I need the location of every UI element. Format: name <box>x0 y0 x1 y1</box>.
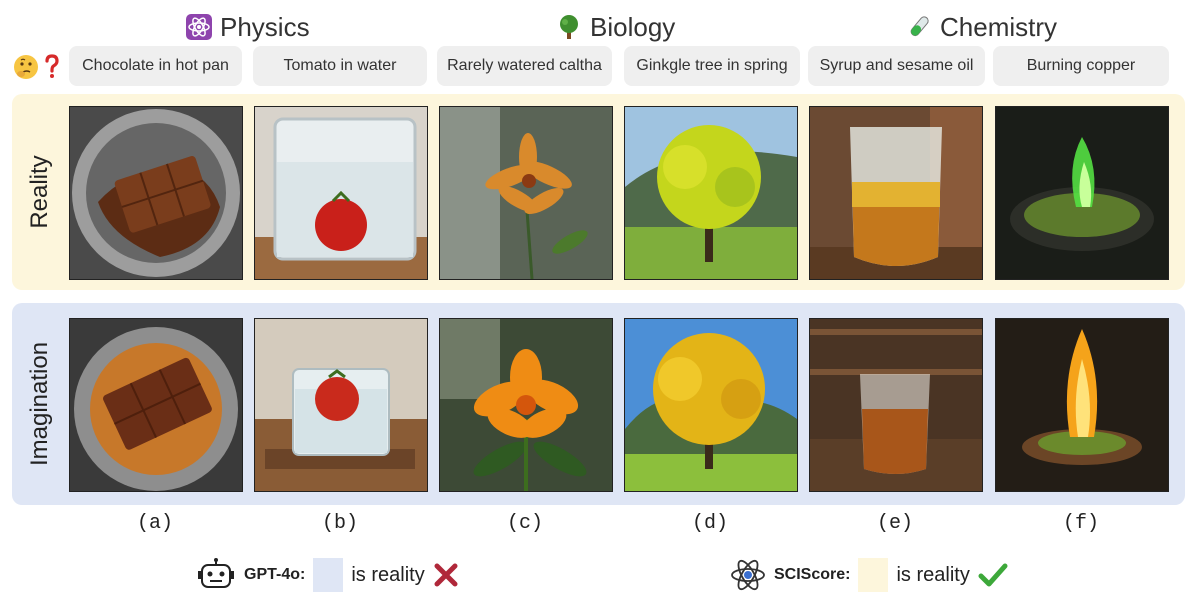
category-physics: Physics <box>186 8 310 46</box>
legend-text: is reality <box>351 563 425 586</box>
reality-image-syrup-oil <box>809 106 983 280</box>
subfig-label-d: (d) <box>691 512 728 535</box>
model-name: SCIScore <box>774 566 846 583</box>
reality-image-copper <box>995 106 1169 280</box>
subfig-label-b: (b) <box>321 512 358 535</box>
imagination-image-syrup-oil <box>809 318 983 492</box>
category-label: Physics <box>220 11 310 42</box>
subfig-label-a: (a) <box>136 512 173 535</box>
imagination-image-caltha <box>439 318 613 492</box>
test-tube-icon <box>910 16 929 37</box>
subfig-label-f: (f) <box>1062 512 1099 535</box>
reality-row-label: Reality <box>26 155 53 229</box>
legend-gpt4o: GPT-4o : is reality <box>196 554 459 596</box>
tree-icon <box>560 15 578 39</box>
imagination-image-tomato <box>254 318 428 492</box>
category-biology: Biology <box>556 8 675 46</box>
prompt-pill: Tomato in water <box>253 46 427 86</box>
reality-image-chocolate <box>69 106 243 280</box>
reality-image-ginkgo-tree <box>624 106 798 280</box>
imagination-image-chocolate <box>69 318 243 492</box>
imagination-swatch <box>313 558 344 592</box>
reality-image-tomato <box>254 106 428 280</box>
atom-icon <box>731 559 765 591</box>
category-chemistry: Chemistry <box>906 8 1057 46</box>
imagination-image-copper <box>995 318 1169 492</box>
prompt-pill: Ginkgle tree in spring <box>624 46 800 86</box>
question-mark-icon <box>45 54 59 78</box>
prompt-pill: Rarely watered caltha <box>437 46 612 86</box>
atom-icon <box>186 14 212 40</box>
category-label: Biology <box>590 11 676 42</box>
legend-text: is reality <box>896 563 970 586</box>
colon: : <box>845 566 851 583</box>
prompt-pill: Chocolate in hot pan <box>69 46 242 86</box>
legend-sciscore: SCIScore : is reality <box>730 554 1008 596</box>
prompt-pill: Syrup and sesame oil <box>808 46 985 86</box>
subfig-label-e: (e) <box>876 512 913 535</box>
cross-icon <box>434 563 458 587</box>
reality-swatch <box>858 558 889 592</box>
check-icon <box>978 563 1008 587</box>
robot-icon <box>198 558 234 588</box>
prompt-pill: Burning copper <box>993 46 1169 86</box>
model-name: GPT-4o <box>244 566 301 583</box>
imagination-row-label: Imagination <box>26 341 53 467</box>
reality-image-caltha <box>439 106 613 280</box>
thinking-face-icon <box>14 55 38 79</box>
category-label: Chemistry <box>940 11 1058 42</box>
imagination-image-ginkgo-tree <box>624 318 798 492</box>
colon: : <box>300 566 306 583</box>
subfig-label-c: (c) <box>506 512 543 535</box>
